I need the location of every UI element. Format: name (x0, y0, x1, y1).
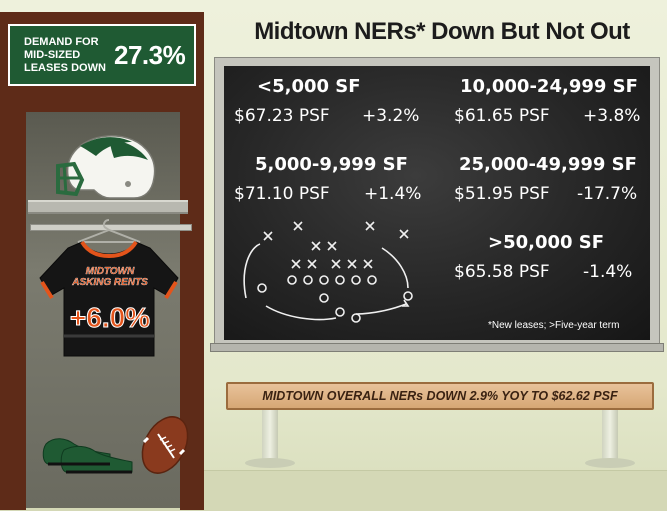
cleats-icon (42, 438, 133, 474)
locker-top-frame (0, 12, 204, 24)
rent-value-1: $67.23 PSF (234, 106, 330, 126)
size-label-3: 5,000-9,999 SF (255, 154, 408, 175)
size-label-2: 10,000-24,999 SF (460, 76, 638, 97)
jersey-line-2: ASKING RENTS (72, 277, 148, 288)
demand-stat-label: DEMAND FOR MID-SIZED LEASES DOWN (24, 36, 106, 74)
bench-leg-left (262, 410, 278, 462)
bench-leg-right (602, 410, 618, 462)
rent-value-2: $61.65 PSF (454, 106, 550, 126)
rent-change-3: +1.4% (364, 184, 422, 204)
size-label-5: >50,000 SF (488, 232, 605, 253)
bench-text: MIDTOWN OVERALL NERs DOWN 2.9% YOY TO $6… (262, 389, 618, 403)
play-diagram-icon (243, 221, 413, 323)
rent-change-4: -17.7% (577, 184, 638, 204)
rent-change-1: +3.2% (362, 106, 420, 126)
demand-stat-box: DEMAND FOR MID-SIZED LEASES DOWN 27.3% (8, 24, 196, 86)
bench-foot-left (245, 458, 295, 468)
size-label-1: <5,000 SF (257, 76, 361, 97)
footnote: *New leases; >Five-year term (488, 320, 620, 331)
football-icon (141, 416, 189, 474)
rent-value-3: $71.10 PSF (234, 184, 330, 204)
demand-stat-value: 27.3% (114, 40, 186, 70)
rent-value-4: $51.95 PSF (454, 184, 550, 204)
bench: MIDTOWN OVERALL NERs DOWN 2.9% YOY TO $6… (226, 382, 654, 410)
football-helmet-icon (56, 135, 156, 199)
jersey-text: MIDTOWN ASKING RENTS (48, 266, 172, 288)
rent-value-5: $65.58 PSF (454, 262, 550, 282)
bench-foot-right (585, 458, 635, 468)
locker-header-beam (0, 86, 204, 112)
jersey-value: +6.0% (69, 302, 151, 334)
rent-change-5: -1.4% (583, 262, 633, 282)
rent-change-2: +3.8% (583, 106, 641, 126)
chalk-tray (210, 343, 664, 352)
locker-shelf (28, 200, 188, 214)
size-label-4: 25,000-49,999 SF (459, 154, 637, 175)
locker-header-left (0, 24, 8, 86)
chalkboard (224, 66, 650, 340)
jersey-icon (39, 219, 179, 357)
jersey-line-1: MIDTOWN (85, 266, 135, 277)
locker-header-right (196, 24, 204, 86)
page-title: Midtown NERs* Down But Not Out (254, 18, 630, 45)
